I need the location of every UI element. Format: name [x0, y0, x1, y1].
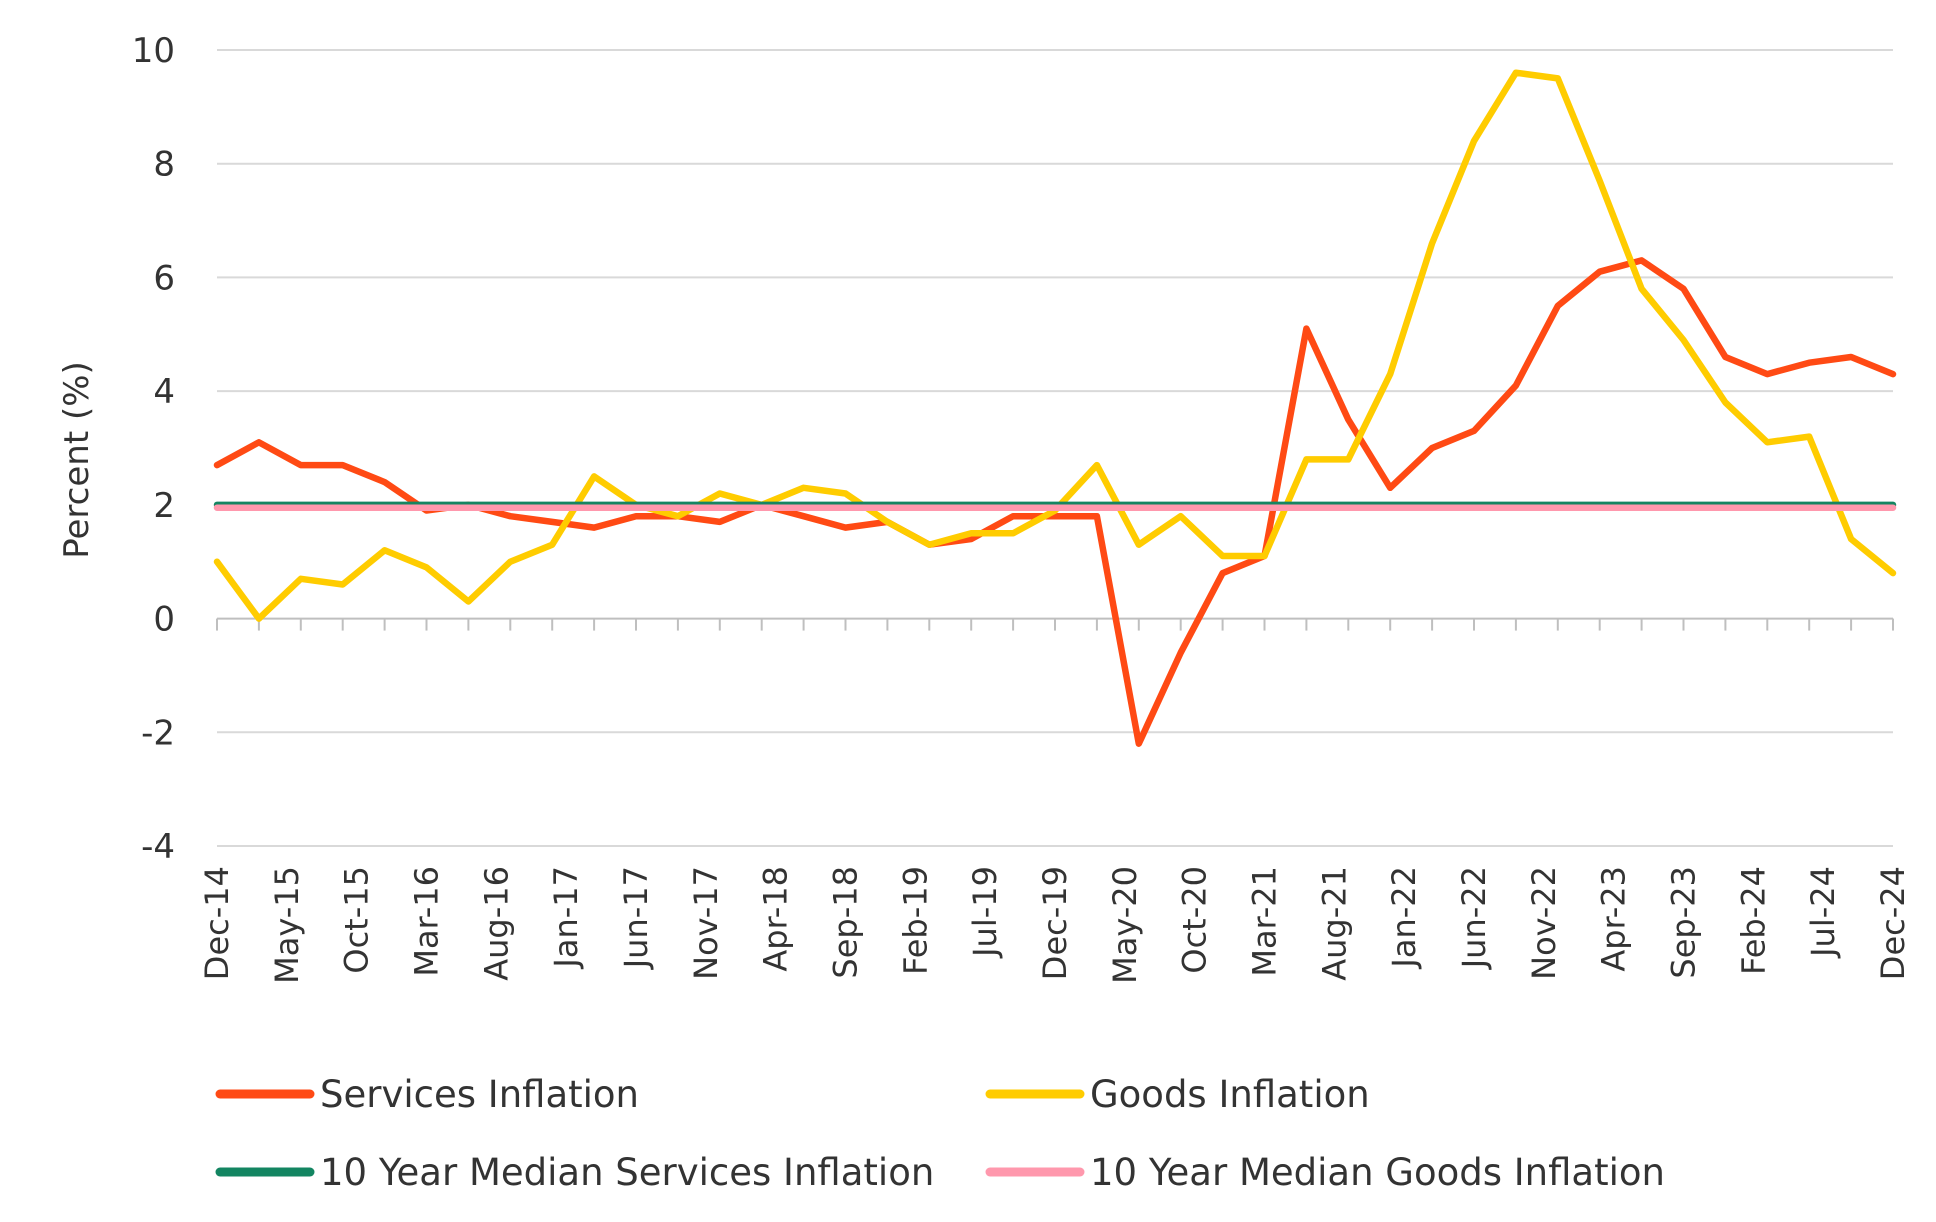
x-tick-label: Feb-24: [1734, 866, 1772, 975]
y-tick-label: 6: [153, 258, 175, 298]
x-tick-label: May-20: [1106, 866, 1144, 984]
x-tick-label: May-15: [268, 866, 306, 984]
x-tick-label: Aug-16: [477, 866, 515, 981]
x-tick-label: Mar-16: [408, 866, 446, 977]
x-tick-label: Oct-20: [1176, 866, 1214, 974]
series-line-goods-inflation: [213, 69, 1897, 622]
legend-item-10-year-median-services-inflation: 10 Year Median Services Inflation: [215, 1151, 934, 1194]
y-axis-ticks: -4 -2 0 2 4 6 8 10: [132, 31, 175, 867]
x-tick-label: Feb-19: [896, 866, 934, 975]
legend: Services Inflation Goods Inflation 10 Year…: [215, 1073, 1665, 1194]
y-tick-label: -4: [141, 827, 175, 867]
x-tick-label: Apr-18: [757, 866, 795, 972]
x-tick-label: Apr-23: [1595, 866, 1633, 972]
legend-label: Services Inflation: [320, 1073, 639, 1116]
legend-label: 10 Year Median Goods Inflation: [1090, 1151, 1665, 1194]
series-line-services-inflation: [213, 257, 1897, 747]
x-tick-label: Mar-21: [1246, 866, 1284, 977]
series-layer: [213, 69, 1897, 747]
x-tick-label: Sep-18: [827, 866, 865, 979]
legend-item-10-year-median-goods-inflation: 10 Year Median Goods Inflation: [985, 1151, 1665, 1194]
x-tick-label: Jan-22: [1385, 866, 1423, 970]
y-tick-label: -2: [141, 713, 175, 753]
x-tick-label: Nov-17: [687, 866, 725, 980]
x-tick-label: Oct-15: [338, 866, 376, 974]
legend-item-services-inflation: Services Inflation: [215, 1073, 639, 1116]
x-tick-label: Jul-19: [966, 866, 1004, 959]
x-tick-label: Jun-22: [1455, 866, 1493, 970]
legend-label: Goods Inflation: [1090, 1073, 1370, 1116]
legend-label: 10 Year Median Services Inflation: [320, 1151, 934, 1194]
x-tick-label: Dec-24: [1874, 866, 1912, 980]
legend-item-goods-inflation: Goods Inflation: [985, 1073, 1370, 1116]
x-tick-label: Sep-23: [1665, 866, 1703, 979]
x-tick-label: Jun-17: [617, 866, 655, 970]
x-tick-label: Dec-14: [198, 866, 236, 980]
y-tick-label: 0: [153, 600, 175, 640]
x-axis-ticks: Dec-14 May-15 Oct-15 Mar-16 Aug-16 Jan-17 Jun-…: [198, 618, 1912, 984]
x-tick-label: Jul-24: [1804, 866, 1842, 959]
x-tick-label: Nov-22: [1525, 866, 1563, 980]
y-axis-title: Percent (%): [57, 361, 97, 559]
y-tick-label: 10: [132, 31, 175, 71]
x-tick-label: Dec-19: [1036, 866, 1074, 980]
x-tick-label: Jan-17: [547, 866, 585, 970]
x-tick-label: Aug-21: [1315, 866, 1353, 981]
y-tick-label: 8: [153, 145, 175, 185]
y-tick-label: 4: [153, 372, 175, 412]
y-tick-label: 2: [153, 486, 175, 526]
gridlines: [217, 49, 1893, 847]
